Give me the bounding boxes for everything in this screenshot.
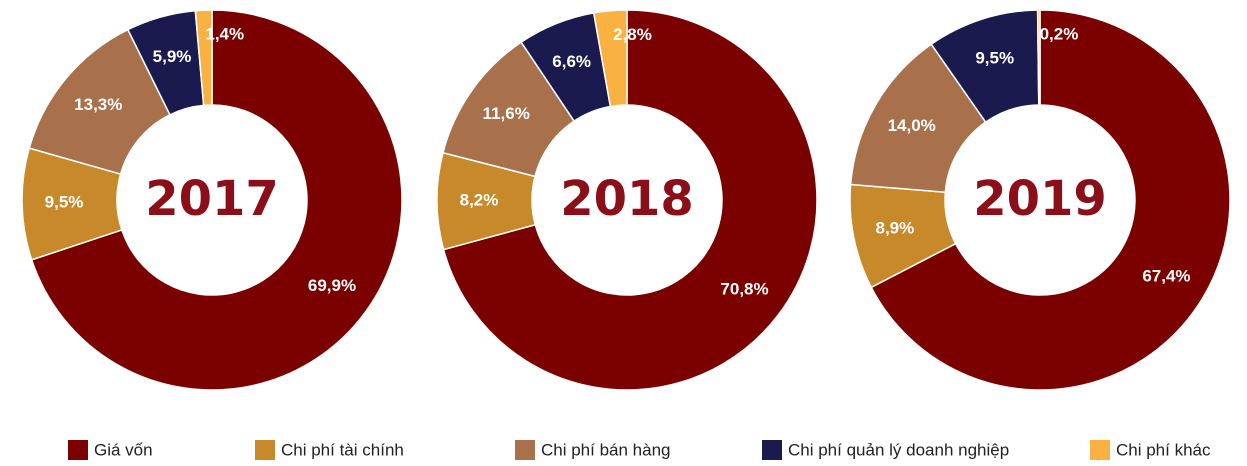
chart-title: 2018 (560, 171, 694, 227)
slice-label: 1,4% (205, 25, 244, 44)
slice-label: 5,9% (153, 47, 192, 66)
legend-label: Chi phí khác (1116, 440, 1211, 459)
chart-title: 2019 (973, 171, 1107, 227)
legend-swatch (1090, 440, 1110, 460)
legend-swatch (515, 440, 535, 460)
slice-label: 69,9% (308, 276, 356, 295)
slice-label: 8,2% (460, 190, 499, 209)
slice (194, 9, 213, 107)
slice-label: 13,3% (74, 95, 122, 114)
slice-label: 70,8% (720, 279, 768, 298)
legend-swatch (255, 440, 275, 460)
legend-label: Chi phí tài chính (281, 440, 404, 459)
slice-label: 8,9% (876, 219, 915, 238)
slice (442, 9, 818, 391)
slice-label: 67,4% (1142, 266, 1190, 285)
slice-label: 2,8% (613, 25, 652, 44)
slice-label: 9,5% (975, 49, 1014, 68)
slice-label: 11,6% (483, 104, 530, 123)
legend-label: Giá vốn (94, 440, 153, 459)
slice (30, 9, 403, 391)
slice-label: 0,2% (1040, 24, 1079, 43)
chart-title: 2017 (145, 171, 279, 227)
legend-swatch (68, 440, 88, 460)
slice-label: 14,0% (888, 116, 936, 135)
slice (870, 9, 1231, 391)
slice (592, 9, 628, 108)
legend-label: Chi phí quản lý doanh nghiệp (788, 440, 1009, 459)
legend-swatch (762, 440, 782, 460)
slice (1036, 9, 1041, 106)
slice-label: 6,6% (552, 52, 591, 71)
legend-label: Chi phí bán hàng (541, 440, 671, 459)
slice-label: 9,5% (45, 193, 84, 212)
